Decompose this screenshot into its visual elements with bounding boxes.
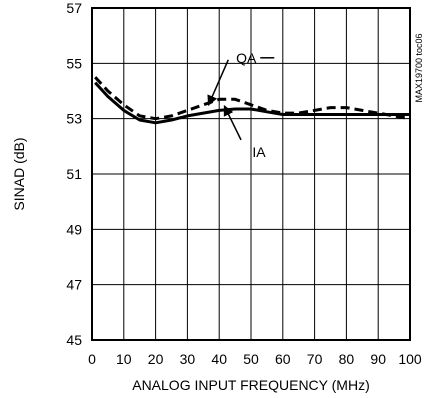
x-axis-label: ANALOG INPUT FREQUENCY (MHz) — [132, 377, 370, 393]
annotation-arrow-ia — [223, 105, 242, 141]
x-tick-labels: 0 10 20 30 40 50 60 70 80 90 100 — [88, 351, 422, 367]
y-tick-label: 51 — [66, 166, 82, 182]
x-tick-label: 100 — [398, 351, 422, 367]
x-tick-label: 70 — [307, 351, 323, 367]
series-label-ia: IA — [252, 144, 266, 160]
series-layer — [94, 76, 411, 125]
annotations: QA IA — [207, 50, 275, 160]
y-axis-label: SINAD (dB) — [11, 137, 27, 210]
plot-area-frame — [91, 7, 411, 341]
grid — [92, 8, 410, 340]
series-line-qa — [94, 76, 411, 121]
x-tick-label: 10 — [116, 351, 132, 367]
y-tick-labels: 45 47 49 51 53 55 57 — [66, 0, 82, 348]
y-tick-label: 45 — [66, 332, 82, 348]
x-tick-label: 80 — [339, 351, 355, 367]
y-tick-label: 53 — [66, 111, 82, 127]
annotation-arrow-qa — [207, 59, 229, 107]
y-tick-label: 49 — [66, 221, 82, 237]
x-tick-label: 30 — [180, 351, 196, 367]
x-tick-label: 0 — [88, 351, 96, 367]
y-tick-label: 47 — [66, 277, 82, 293]
y-tick-label: 57 — [66, 0, 82, 16]
series-label-qa: QA — [236, 50, 257, 66]
y-tick-label: 55 — [66, 55, 82, 71]
series-line-ia — [94, 81, 410, 125]
x-tick-label: 60 — [275, 351, 291, 367]
x-tick-label: 20 — [148, 351, 164, 367]
x-tick-label: 50 — [243, 351, 259, 367]
x-tick-label: 40 — [211, 351, 227, 367]
figure-id-label: MAX19700 toc06 — [414, 33, 424, 102]
x-tick-label: 90 — [370, 351, 386, 367]
